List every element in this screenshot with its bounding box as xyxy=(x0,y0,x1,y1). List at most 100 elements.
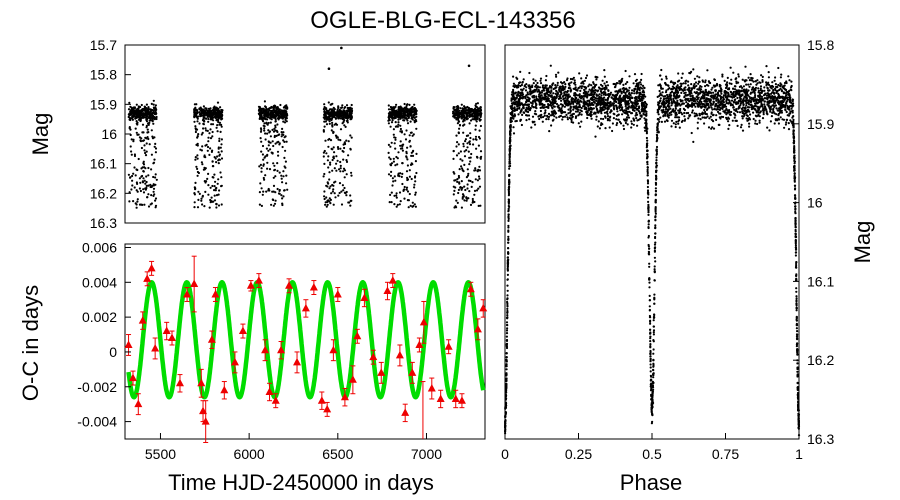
data-point xyxy=(208,132,211,135)
data-point xyxy=(531,120,534,123)
data-point xyxy=(625,118,629,121)
data-point xyxy=(348,201,351,204)
data-point xyxy=(467,172,470,175)
data-point xyxy=(572,87,575,90)
data-point xyxy=(564,85,567,88)
data-point xyxy=(683,88,687,92)
data-point xyxy=(463,163,466,166)
data-point xyxy=(569,77,573,81)
data-point xyxy=(259,137,262,140)
data-point xyxy=(452,171,455,174)
data-point xyxy=(621,98,624,101)
data-point xyxy=(345,159,348,162)
data-point xyxy=(135,103,138,106)
data-point xyxy=(769,110,772,113)
data-point xyxy=(718,89,721,92)
data-point xyxy=(721,73,724,76)
data-point xyxy=(140,103,143,107)
data-point xyxy=(604,98,607,101)
data-point xyxy=(214,187,217,190)
data-point xyxy=(388,156,391,159)
data-point xyxy=(339,147,342,150)
data-point xyxy=(746,114,749,118)
data-point xyxy=(393,136,396,139)
data-point xyxy=(282,120,285,123)
data-point xyxy=(277,192,281,195)
oc-point xyxy=(134,399,143,408)
data-point xyxy=(784,92,788,95)
data-point xyxy=(331,158,334,162)
data-point xyxy=(142,188,145,191)
data-point xyxy=(415,171,418,175)
data-point xyxy=(477,187,480,190)
data-point xyxy=(202,123,205,126)
data-point xyxy=(748,122,751,125)
data-point xyxy=(603,102,606,105)
data-point xyxy=(660,68,663,72)
oc-point xyxy=(175,378,184,387)
oc-point xyxy=(427,384,436,392)
data-point xyxy=(259,163,262,166)
data-point xyxy=(258,117,261,120)
data-point xyxy=(262,190,265,193)
data-point xyxy=(135,120,138,123)
oc-point xyxy=(323,404,332,413)
data-point xyxy=(194,125,197,128)
data-point xyxy=(747,83,750,86)
data-point xyxy=(401,182,404,186)
data-point xyxy=(196,206,200,209)
data-point xyxy=(405,129,408,132)
data-point xyxy=(337,168,341,171)
data-point xyxy=(152,122,155,125)
data-point xyxy=(641,93,644,96)
data-point xyxy=(469,109,472,113)
data-point xyxy=(573,82,576,85)
data-point xyxy=(589,115,593,118)
y-tick-label: -0.004 xyxy=(77,414,117,430)
data-point xyxy=(349,194,352,197)
x-axis-label: Time HJD-2450000 in days xyxy=(168,470,434,495)
oc-point xyxy=(254,276,263,284)
data-point xyxy=(394,110,397,113)
data-point xyxy=(663,103,666,106)
oc-point xyxy=(183,289,192,298)
data-point xyxy=(465,113,468,116)
data-point xyxy=(336,115,339,118)
data-point xyxy=(145,184,148,187)
data-point xyxy=(147,174,150,177)
data-point xyxy=(345,109,348,112)
data-point xyxy=(525,101,528,104)
data-point xyxy=(720,92,723,95)
data-point xyxy=(281,109,285,112)
data-point xyxy=(206,149,209,152)
data-point xyxy=(335,155,338,158)
y-tick-label: 15.9 xyxy=(90,96,117,112)
data-point xyxy=(260,110,263,113)
data-point xyxy=(751,77,754,80)
data-point xyxy=(707,126,711,129)
data-point xyxy=(202,127,205,130)
data-point xyxy=(460,103,463,106)
data-point xyxy=(462,114,465,118)
data-point xyxy=(196,144,199,147)
data-point xyxy=(135,131,138,134)
data-point xyxy=(204,127,207,130)
data-point xyxy=(512,126,515,129)
data-point xyxy=(663,105,666,108)
data-point xyxy=(662,114,665,117)
data-point xyxy=(154,151,157,154)
data-point xyxy=(145,118,149,121)
data-point xyxy=(142,160,145,163)
data-point xyxy=(327,101,330,104)
data-point xyxy=(332,157,335,160)
data-point xyxy=(473,200,476,204)
data-point xyxy=(522,107,525,110)
data-point xyxy=(148,143,151,146)
data-point xyxy=(456,141,459,144)
oc-point xyxy=(329,345,338,354)
data-point xyxy=(219,116,222,119)
data-point xyxy=(550,86,553,89)
data-point xyxy=(730,99,734,102)
data-point xyxy=(460,188,463,191)
data-point xyxy=(145,137,148,140)
